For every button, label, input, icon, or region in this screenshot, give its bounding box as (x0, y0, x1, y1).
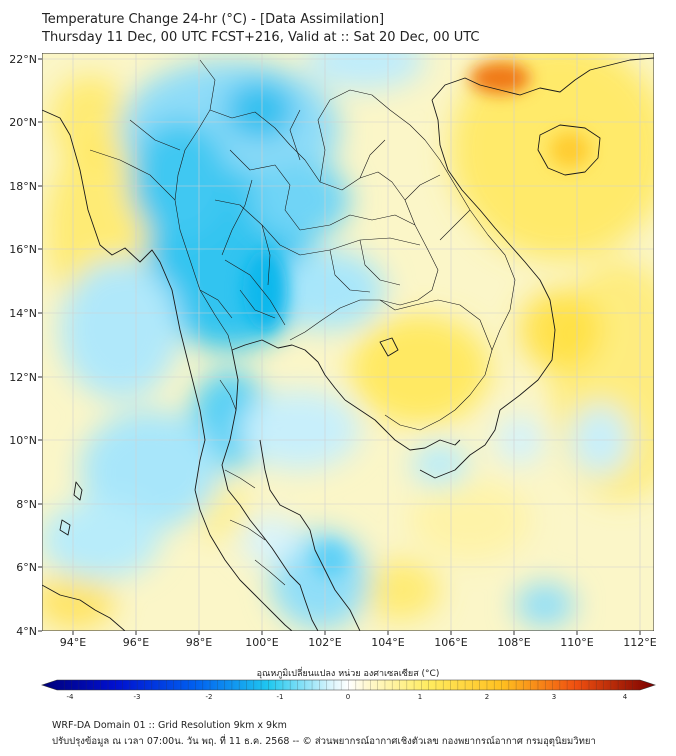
lat-label: 6°N (16, 561, 37, 574)
colorbar-ramp (41, 679, 656, 691)
lon-label: 106°E (434, 636, 467, 649)
colorbar-tick-label: -4 (67, 693, 75, 701)
colorbar-tick-label: -3 (134, 693, 141, 701)
colorbar-tick-label: 1 (418, 693, 422, 701)
lat-label: 22°N (9, 53, 37, 66)
latitude-labels: 4°N 6°N 8°N 10°N 12°N 14°N 16°N 18°N 20°… (9, 53, 37, 638)
admin-borders (89, 59, 516, 586)
longitude-labels: 94°E 96°E 98°E 100°E 102°E 104°E 106°E 1… (60, 636, 657, 649)
colorbar: อุณหภูมิเปลี่ยนแปลง หน่วย องศาเซลเซียส (… (41, 666, 656, 701)
lon-label: 96°E (123, 636, 149, 649)
lon-label: 104°E (371, 636, 404, 649)
map-subtitle: Thursday 11 Dec, 00 UTC FCST+216, Valid … (42, 30, 480, 45)
lon-label: 108°E (497, 636, 530, 649)
lat-label: 10°N (9, 434, 37, 447)
lon-label: 98°E (186, 636, 212, 649)
lon-label: 94°E (60, 636, 86, 649)
coastline (42, 57, 654, 631)
colorbar-tick-label: 4 (623, 693, 628, 701)
lon-label: 110°E (560, 636, 593, 649)
lon-label: 102°E (308, 636, 341, 649)
colorbar-tick-label: 2 (485, 693, 489, 701)
lat-label: 8°N (16, 498, 37, 511)
colorbar-tick-label: 3 (552, 693, 556, 701)
lat-label: 16°N (9, 243, 37, 256)
colorbar-label: อุณหภูมิเปลี่ยนแปลง หน่วย องศาเซลเซียส (… (257, 666, 440, 679)
lon-label: 100°E (245, 636, 278, 649)
model-info: WRF-DA Domain 01 :: Grid Resolution 9km … (52, 720, 287, 731)
colorbar-tick-label: -2 (206, 693, 213, 701)
map-title: Temperature Change 24-hr (°C) - [Data As… (42, 12, 385, 27)
lon-label: 112°E (623, 636, 656, 649)
lat-label: 18°N (9, 180, 37, 193)
lat-label: 12°N (9, 371, 37, 384)
colorbar-tick-label: -1 (277, 693, 284, 701)
colorbar-tick-label: 0 (346, 693, 350, 701)
temperature-field (42, 53, 654, 631)
lat-label: 4°N (16, 625, 37, 638)
lat-label: 14°N (9, 307, 37, 320)
update-credit: ปรับปรุงข้อมูล ณ เวลา 07:00น. วัน พฤ. ที… (52, 736, 596, 747)
lat-label: 20°N (9, 116, 37, 129)
